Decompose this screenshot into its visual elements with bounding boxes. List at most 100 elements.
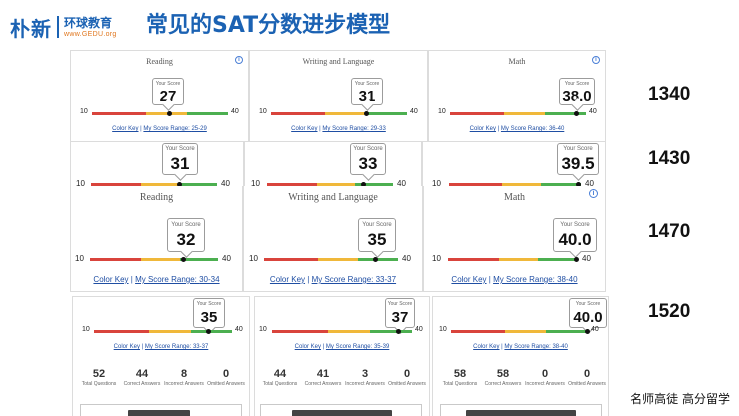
score-value: 31 xyxy=(170,154,190,173)
color-key-link[interactable]: Color Key xyxy=(269,275,306,284)
total-score-1: 1340 xyxy=(648,84,691,105)
scale-min: 10 xyxy=(432,254,441,263)
score-card-math: Math i Your Score 38.0 10 40 Color Key |… xyxy=(428,50,606,142)
question-stats-math: 58 Total Questions 58 Correct Answers 0 Inc… xyxy=(438,368,608,387)
your-score-label: Your Score xyxy=(155,81,181,87)
total-score-2: 1430 xyxy=(648,148,691,169)
question-stats-writing: 44 Total Questions 41 Correct Answers 3 Inc… xyxy=(258,368,428,387)
your-score-label: Your Score xyxy=(564,81,590,87)
scale-max: 40 xyxy=(415,326,423,333)
score-value: 38.0 xyxy=(562,88,592,105)
score-marker-icon xyxy=(206,329,212,334)
scale-max: 40 xyxy=(231,108,239,115)
your-score-label: Your Score xyxy=(354,81,380,87)
scale-max: 40 xyxy=(582,254,591,263)
your-score-bubble: Your Score 39.5 xyxy=(557,143,599,175)
cropped-section-tab xyxy=(292,410,392,416)
your-score-label: Your Score xyxy=(560,222,590,228)
score-scale-bar xyxy=(272,329,412,334)
score-range-link[interactable]: My Score Range: 33-37 xyxy=(144,344,209,350)
score-range-link[interactable]: My Score Range: 36-40 xyxy=(500,126,565,132)
score-value: 31 xyxy=(358,88,376,105)
score-range-link[interactable]: My Score Range: 35-39 xyxy=(325,344,390,350)
score-scale-bar xyxy=(451,329,590,334)
color-key-link[interactable]: Color Key xyxy=(93,275,129,284)
stat-incorrect: 3 Incorrect Answers xyxy=(345,368,385,387)
scale-max: 40 xyxy=(591,326,599,333)
color-key-link[interactable]: Color Key xyxy=(451,275,487,284)
cropped-section-box xyxy=(260,404,422,416)
your-score-bubble: Your Score 40.0 xyxy=(553,218,597,252)
your-score-label: Your Score xyxy=(387,301,413,307)
color-key-link[interactable]: Color Key xyxy=(291,126,318,132)
score-scale-bar xyxy=(90,257,218,262)
score-value: 40.0 xyxy=(558,230,592,249)
cropped-section-tab xyxy=(128,410,190,416)
score-scale-bar xyxy=(91,182,217,187)
your-score-bubble: Your Score 37 xyxy=(385,298,415,328)
score-marker-icon xyxy=(361,182,367,187)
color-key-link[interactable]: Color Key xyxy=(469,126,497,132)
score-value: 35 xyxy=(200,309,218,326)
your-score-label: Your Score xyxy=(196,301,222,307)
score-card-math: Your Score 40.0 10 40 Color Key | My Sco… xyxy=(432,296,609,416)
stat-total: 58 Total Questions xyxy=(442,368,478,387)
score-range-link[interactable]: My Score Range: 38-40 xyxy=(493,275,578,284)
score-value: 27 xyxy=(159,88,177,105)
scale-min: 10 xyxy=(75,254,84,263)
score-value: 32 xyxy=(176,230,196,249)
color-key-link[interactable]: Color Key xyxy=(294,344,322,350)
score-range-link[interactable]: My Score Range: 29-33 xyxy=(322,126,386,132)
card-title: Reading xyxy=(146,57,173,66)
score-value: 39.5 xyxy=(561,154,595,173)
footer-slogan: 名师高徒 高分留学 xyxy=(630,392,730,406)
score-range-link[interactable]: My Score Range: 33-37 xyxy=(311,275,397,284)
stat-omitted: 0 Omitted Answers xyxy=(388,368,426,387)
score-value: 37 xyxy=(391,309,409,326)
color-key-link[interactable]: Color Key xyxy=(113,344,141,350)
scale-min: 10 xyxy=(259,108,267,115)
cropped-section-tab xyxy=(466,410,576,416)
score-marker-icon xyxy=(181,257,187,262)
scale-min: 10 xyxy=(251,179,260,188)
scale-max: 40 xyxy=(222,254,231,263)
score-marker-icon xyxy=(373,257,379,262)
scale-min: 10 xyxy=(432,179,441,188)
stat-omitted: 0 Omitted Answers xyxy=(207,368,245,387)
score-card-math: Math i Your Score 40.0 10 40 Color Key |… xyxy=(423,186,606,292)
your-score-bubble: Your Score 33 xyxy=(350,143,386,175)
score-marker-icon xyxy=(576,182,582,187)
info-circle-icon[interactable]: i xyxy=(589,189,598,198)
color-key-link[interactable]: Color Key xyxy=(473,344,500,350)
scale-max: 40 xyxy=(235,326,243,333)
info-circle-icon[interactable]: i xyxy=(235,56,243,64)
score-card-reading: Reading i Your Score 27 10 40 Color Key … xyxy=(70,50,249,142)
your-score-label: Your Score xyxy=(353,146,383,152)
score-scale-bar xyxy=(449,182,582,187)
brand-url: www.GEDU.org xyxy=(64,30,117,38)
total-score-3: 1470 xyxy=(648,221,691,242)
score-scale-bar xyxy=(271,111,407,116)
score-value: 35 xyxy=(367,230,387,249)
score-card-writing: Writing and Language Your Score 31 10 40… xyxy=(249,50,428,142)
score-scale-bar xyxy=(264,257,398,262)
info-circle-icon[interactable]: i xyxy=(592,56,600,64)
color-key-link[interactable]: Color Key xyxy=(112,126,139,132)
scale-min: 10 xyxy=(80,108,88,115)
your-score-bubble: Your Score 32 xyxy=(167,218,205,252)
brand-divider xyxy=(57,16,59,38)
score-range-link[interactable]: My Score Range: 38-40 xyxy=(504,344,568,350)
brand-name: 朴新 xyxy=(10,16,52,41)
score-marker-icon xyxy=(395,329,401,334)
your-score-bubble: Your Score 31 xyxy=(351,78,383,105)
card-title: Writing and Language xyxy=(302,57,375,66)
your-score-label: Your Score xyxy=(575,301,601,307)
score-card-math: Your Score 39.5 10 40 xyxy=(422,142,606,190)
score-card-writing: Writing and Language Your Score 35 10 40… xyxy=(243,186,423,292)
score-card-writing: Your Score 37 10 40 Color Key | My Score… xyxy=(254,296,430,416)
stat-total: 44 Total Questions xyxy=(262,368,298,387)
score-range-link[interactable]: My Score Range: 25-29 xyxy=(143,126,207,132)
score-range-link[interactable]: My Score Range: 30-34 xyxy=(135,275,220,284)
score-value: 33 xyxy=(358,154,378,173)
scale-max: 40 xyxy=(397,179,406,188)
